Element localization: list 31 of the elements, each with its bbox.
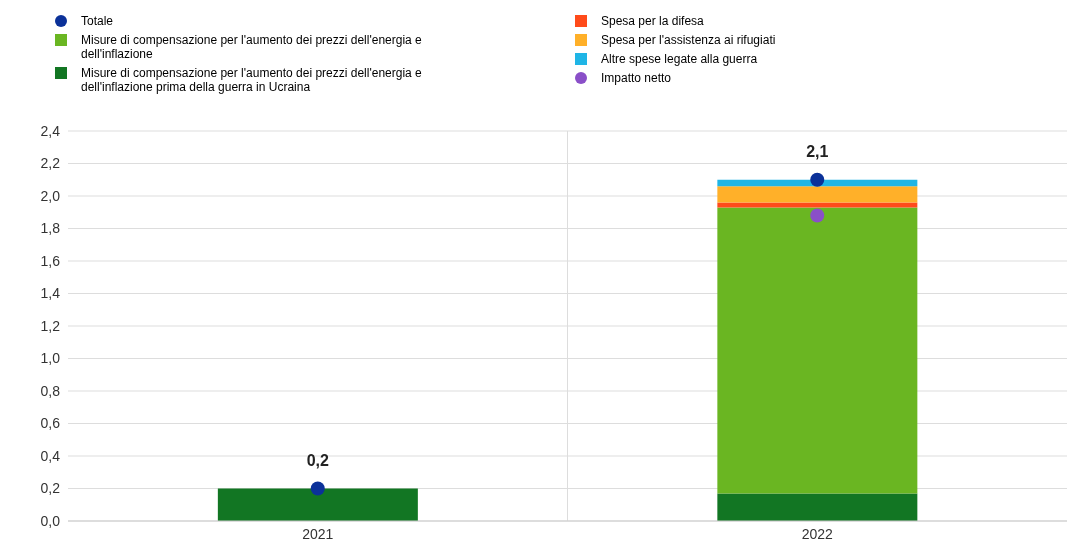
- legend-label: Misure di compensazione per l'aumento dei prezzi dell'energia e dell'inflazione: [81, 33, 423, 61]
- y-tick-label: 2,0: [40, 187, 61, 204]
- bar: [217, 488, 418, 521]
- bar: [717, 207, 918, 494]
- x-tick-label: 2022: [801, 525, 834, 542]
- y-tick-label: 0,0: [40, 512, 61, 529]
- y-tick-label: 1,2: [40, 317, 61, 334]
- y-tick-label: 0,2: [40, 480, 61, 497]
- x-tick-label: 2021: [302, 525, 334, 542]
- legend-label: Misure di compensazione per l'aumento dei prezzi dell'energia e dell'inflazione prima della guerra in Ucraina: [81, 66, 423, 94]
- y-tick-label: 2,4: [40, 122, 61, 139]
- legend-label: Altre spese legate alla guerra: [601, 52, 759, 66]
- point: [310, 481, 325, 496]
- point: [810, 172, 825, 187]
- y-tick-label: 0,4: [40, 447, 61, 464]
- point: [810, 208, 825, 223]
- y-tick-label: 2,2: [40, 155, 61, 172]
- legend-label: Spesa per l'assistenza ai rifugiati: [601, 33, 777, 47]
- y-tick-label: 1,6: [40, 252, 61, 269]
- y-tick-label: 1,4: [40, 285, 61, 302]
- bar: [717, 186, 918, 203]
- legend-label: Impatto netto: [601, 71, 673, 85]
- legend-label: Spesa per la difesa: [601, 14, 705, 28]
- y-tick-label: 1,0: [40, 350, 61, 367]
- data-label: 2,1: [806, 143, 829, 161]
- legend-label: Totale: [81, 14, 115, 28]
- bar: [717, 493, 918, 521]
- y-tick-label: 0,6: [40, 415, 61, 432]
- data-label: 0,2: [306, 451, 329, 469]
- y-tick-label: 0,8: [40, 382, 61, 399]
- y-tick-label: 1,8: [40, 220, 61, 237]
